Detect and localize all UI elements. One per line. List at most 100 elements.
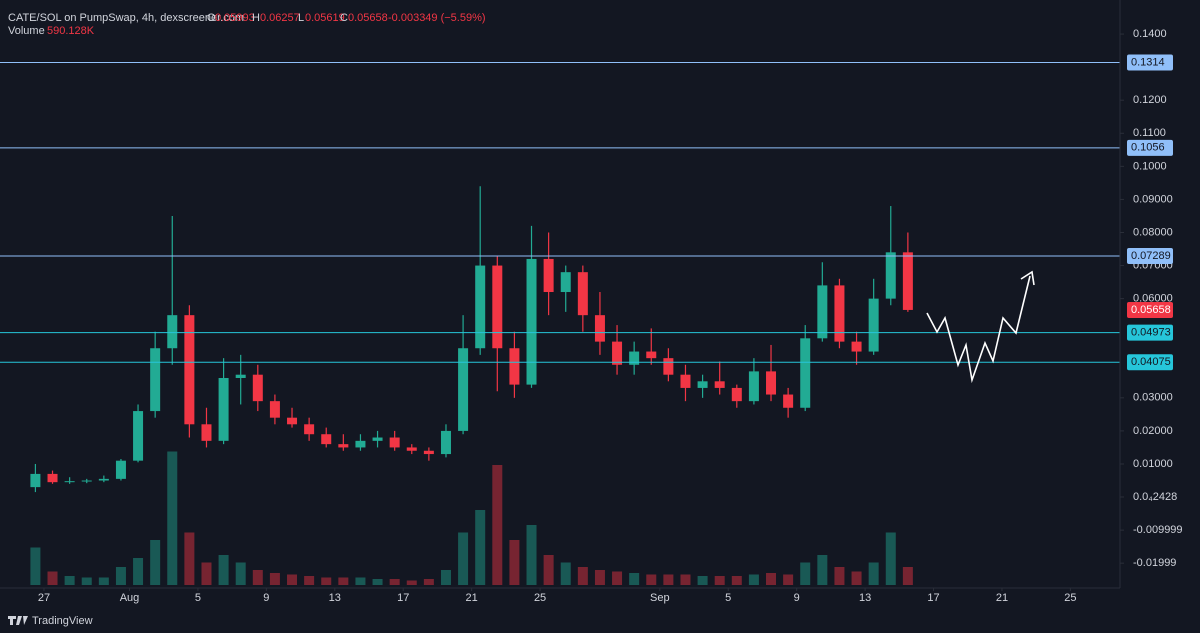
x-tick-label: 13 (329, 592, 341, 604)
volume-bar (287, 574, 298, 585)
level-tag-label: 0.1314 (1131, 56, 1165, 68)
volume-bar (184, 532, 195, 585)
x-tick-label: 9 (263, 592, 269, 604)
x-tick-label: 13 (859, 592, 871, 604)
x-tick-label: 21 (996, 592, 1008, 604)
volume-bar (458, 532, 469, 585)
candle-body (81, 480, 92, 482)
volume-bar (133, 558, 144, 585)
x-tick-label: 17 (927, 592, 939, 604)
x-tick-label: 25 (1064, 592, 1076, 604)
volume-bar (167, 451, 178, 585)
candle-body (509, 348, 520, 385)
volume-bar (423, 579, 434, 585)
volume-bar (800, 562, 811, 585)
volume-bar (577, 567, 588, 585)
volume-bar (885, 532, 896, 585)
candle-body (389, 437, 400, 448)
x-tick-label: 5 (195, 592, 201, 604)
candle-body (680, 374, 691, 388)
level-tag (1127, 354, 1173, 371)
candle-body (287, 417, 298, 425)
low-label: L (298, 12, 304, 24)
candle-body (543, 258, 554, 293)
y-tick-label: 0.08000 (1133, 226, 1173, 238)
level-tag (1127, 324, 1173, 341)
volume-bar (321, 577, 332, 585)
candle-body (184, 315, 195, 425)
candle-body (714, 381, 725, 388)
x-tick-label: 17 (397, 592, 409, 604)
candle-body (30, 473, 41, 488)
volume-bar (766, 573, 777, 585)
candle-body (133, 411, 144, 461)
volume-bar (30, 547, 41, 585)
candle-body (851, 341, 862, 352)
brand-logo (8, 616, 28, 625)
candle-body (748, 371, 759, 402)
volume-bar (269, 573, 280, 585)
candle-body (526, 258, 537, 385)
volume-bar (748, 574, 759, 585)
y-tick-label: 0.02000 (1133, 425, 1173, 437)
candle-body (150, 348, 161, 412)
level-tag (1127, 139, 1173, 156)
volume-bar (646, 574, 657, 585)
volume-bar (47, 571, 58, 585)
candle-body (868, 298, 879, 352)
y-tick-label: 0.1400 (1133, 28, 1167, 40)
candle-body (252, 374, 263, 402)
volume-bar (851, 571, 862, 585)
y-tick-label: 0.1000 (1133, 160, 1167, 172)
volume-bar (868, 562, 879, 585)
volume-bar (714, 576, 725, 585)
level-tag-label: 0.04075 (1131, 356, 1171, 368)
candle-body (406, 447, 417, 451)
volume-bar (629, 573, 640, 585)
candle-body (218, 378, 229, 441)
level-tag-label: 0.04973 (1131, 326, 1171, 338)
plot (0, 33, 1124, 591)
candle-body (304, 424, 315, 435)
candle-body (834, 285, 845, 342)
candle-body (817, 285, 828, 339)
candle-body (646, 351, 657, 359)
candle-body (423, 450, 434, 455)
candle-body (475, 265, 486, 349)
volume-bar (817, 555, 828, 585)
volume-bar (663, 574, 674, 585)
x-tick-label: 27 (38, 592, 50, 604)
volume-bar (98, 577, 109, 585)
x-tick-label: 9 (794, 592, 800, 604)
volume-bar (252, 570, 263, 585)
candle-body (560, 272, 571, 293)
volume-bar (612, 571, 623, 585)
volume-bar (338, 577, 349, 585)
high-value: 0.06257 (260, 12, 300, 24)
open-label: O (207, 12, 216, 24)
candle-body (577, 272, 588, 316)
y-tick-label: 0.0₄2428 (1133, 491, 1177, 503)
level-tag-label: 0.07289 (1131, 250, 1171, 262)
volume-bar (81, 577, 92, 585)
candle-body (783, 394, 794, 408)
candle-body (47, 473, 58, 483)
candle-body (594, 315, 605, 342)
candle-body (629, 351, 640, 365)
volume-bar (783, 574, 794, 585)
volume-bar (150, 540, 161, 585)
volume-bar (902, 567, 913, 585)
x-tick-label: 25 (534, 592, 546, 604)
level-tag (1127, 248, 1173, 265)
volume-bar (680, 574, 691, 585)
candle-body (321, 434, 332, 445)
high-label: H (252, 12, 260, 24)
candle-body (115, 460, 126, 479)
low-value: 0.05619 (305, 12, 345, 24)
candle-body (98, 478, 109, 481)
x-tick-label: 5 (725, 592, 731, 604)
volume-bar (594, 570, 605, 585)
y-tick-label: -0.01999 (1133, 557, 1176, 569)
volume-bar (218, 555, 229, 585)
